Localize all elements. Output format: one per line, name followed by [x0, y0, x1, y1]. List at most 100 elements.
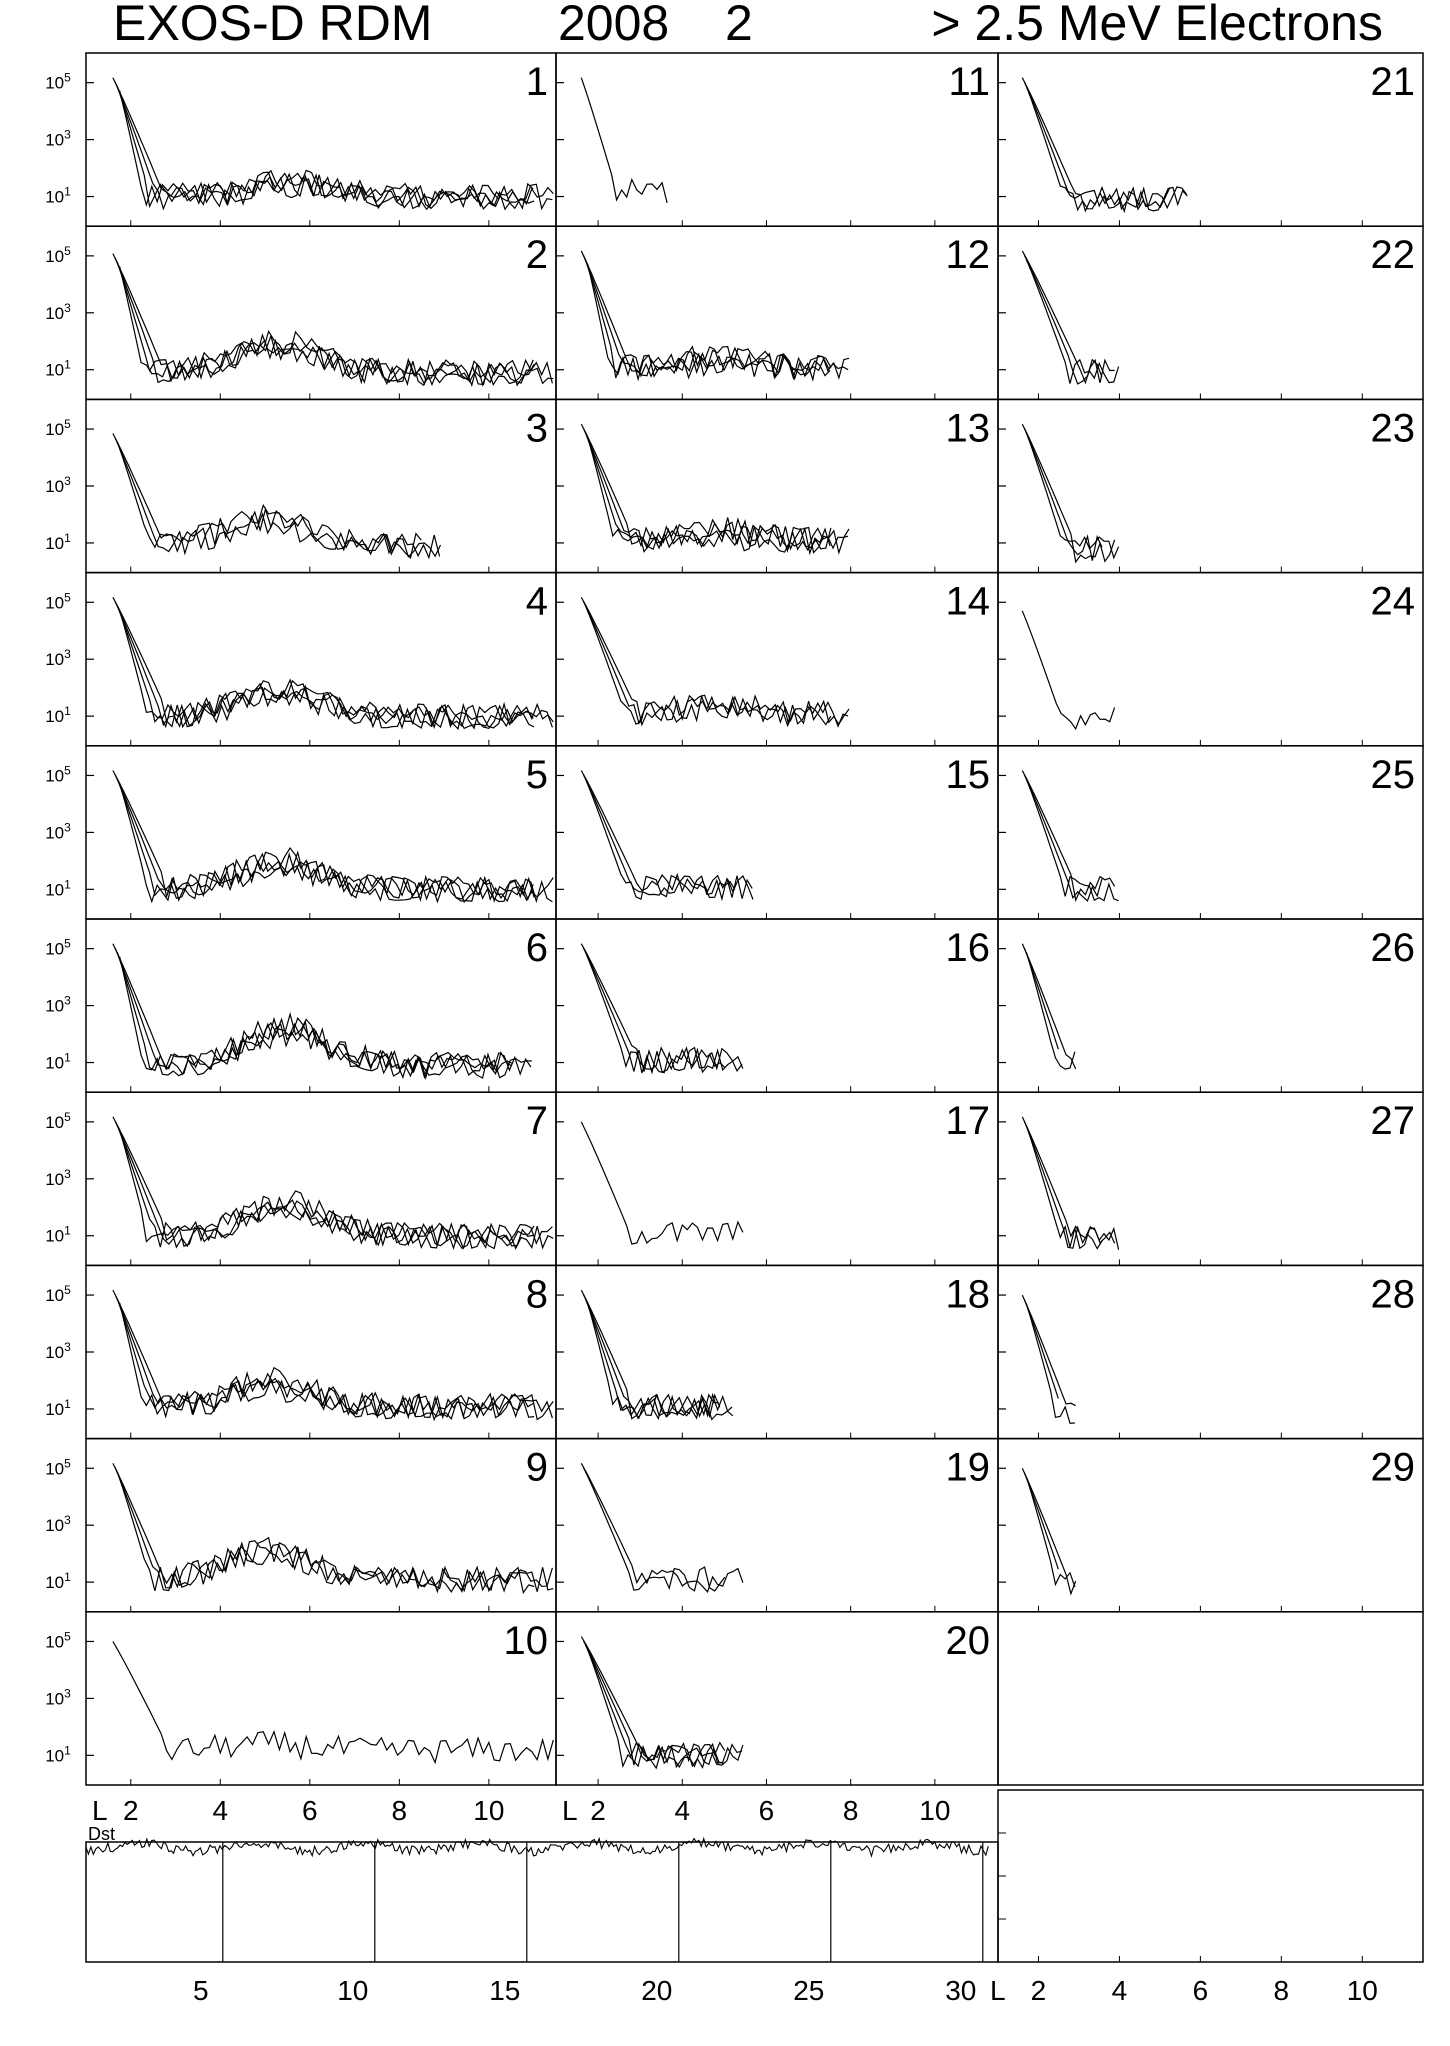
y-tick-label: 101: [45, 1224, 71, 1246]
day-panel-7: 105 103 101 7: [45, 1091, 557, 1267]
orbit-spectrum-line: [119, 1302, 534, 1419]
day-number: 13: [946, 406, 991, 450]
y-tick-label: 105: [45, 1456, 71, 1478]
orbit-spectrum-line: [587, 263, 831, 382]
orbit-spectrum-line: [587, 1649, 725, 1769]
day-panel-5: 105 103 101 5: [45, 745, 557, 920]
l-tick-label: 10: [1347, 1975, 1378, 2006]
y-tick-label: 101: [45, 1570, 71, 1592]
day-number: 2: [526, 233, 548, 277]
title-year: 2008: [558, 0, 669, 51]
l-tick-label: 6: [302, 1795, 318, 1826]
panel-frame: [555, 571, 999, 747]
day-number: 21: [1371, 60, 1416, 104]
day-number: 18: [946, 1272, 991, 1316]
y-tick-label: 105: [45, 1283, 71, 1305]
y-tick-label: 101: [45, 531, 71, 553]
orbit-spectrum-line: [112, 253, 554, 386]
day-panel-24: 24: [997, 571, 1424, 747]
y-tick-label: 105: [45, 763, 71, 785]
orbit-spectrum-line: [584, 1298, 733, 1421]
orbit-spectrum-line: [112, 770, 554, 903]
panel-frame: [555, 52, 999, 227]
empty-right-panel: L 2 4 6 8 10: [990, 1789, 1424, 2006]
dst-tick-label: 20: [641, 1975, 672, 2006]
day-number: 14: [946, 580, 991, 624]
day-panel-28: 28: [997, 1264, 1424, 1440]
orbit-spectrum-line: [580, 77, 668, 204]
orbit-spectrum-line: [1025, 1303, 1075, 1424]
panel-frame: [997, 1611, 1424, 1786]
day-panel-27: 27: [997, 1091, 1424, 1267]
dst-tick-label: 30: [945, 1975, 976, 2006]
orbit-spectrum-line: [112, 1641, 554, 1765]
orbit-spectrum-line: [1021, 770, 1116, 903]
panel-frame: [997, 225, 1424, 401]
day-number: 6: [526, 926, 548, 970]
orbit-spectrum-line: [114, 437, 422, 559]
orbit-spectrum-line: [587, 436, 831, 556]
orbit-spectrum-line: [1021, 943, 1077, 1070]
title-channel: > 2.5 MeV Electrons: [931, 0, 1383, 51]
day-number: 23: [1371, 406, 1416, 450]
orbit-spectrum-line: [582, 1640, 726, 1769]
day-panel-12: 12: [555, 225, 999, 401]
orbit-spectrum-line: [116, 1298, 553, 1422]
y-tick-label: 103: [45, 474, 71, 496]
orbit-spectrum-line: [582, 947, 726, 1074]
day-number: 28: [1371, 1272, 1416, 1316]
y-tick-label: 101: [45, 1051, 71, 1073]
orbit-spectrum-line: [112, 1463, 554, 1594]
panel-frame: [555, 1264, 999, 1440]
day-number: 24: [1371, 580, 1416, 624]
day-number: 20: [946, 1619, 991, 1663]
y-tick-label: 101: [45, 358, 71, 380]
day-panel-29: 29: [997, 1437, 1424, 1613]
orbit-spectrum-line: [114, 774, 535, 904]
day-number: 19: [946, 1446, 991, 1490]
day-number: 12: [946, 233, 991, 277]
l-tick-label: 2: [1031, 1975, 1047, 2006]
l-tick-label: 6: [759, 1795, 775, 1826]
y-tick-label: 101: [45, 704, 71, 726]
orbit-spectrum-line: [584, 259, 849, 382]
y-tick-label: 103: [45, 1686, 71, 1708]
y-tick-label: 103: [45, 994, 71, 1016]
day-panel-13: 13: [555, 398, 999, 574]
orbit-spectrum-line: [116, 952, 532, 1079]
day-panel-4: 105 103 101 4: [45, 571, 557, 747]
y-tick-label: 105: [45, 937, 71, 959]
orbit-spectrum-line: [114, 1467, 535, 1595]
l-tick-label: 4: [1112, 1975, 1128, 2006]
orbit-spectrum-line: [582, 774, 736, 899]
panel-frame: [85, 1091, 557, 1267]
orbit-spectrum-line: [116, 1125, 553, 1249]
orbit-spectrum-line: [112, 597, 554, 729]
y-tick-label: 105: [45, 417, 71, 439]
y-tick-label: 101: [45, 1743, 71, 1765]
day-panel-15: 15: [555, 745, 999, 920]
y-tick-label: 105: [45, 1629, 71, 1651]
y-tick-label: 101: [45, 185, 71, 207]
orbit-spectrum-line: [1021, 250, 1115, 385]
day-panel-9: 105 103 101 9: [45, 1437, 557, 1613]
y-tick-label: 105: [45, 590, 71, 612]
panel-frame: [997, 52, 1424, 227]
day-panel-19: 19: [555, 1437, 999, 1613]
orbit-spectrum-line: [112, 1116, 554, 1250]
y-tick-label: 101: [45, 877, 71, 899]
orbit-spectrum-line: [1021, 1294, 1076, 1407]
y-tick-label: 105: [45, 71, 71, 93]
l-tick-label: 4: [674, 1795, 690, 1826]
panel-frame: [555, 1437, 999, 1613]
orbit-spectrum-line: [1023, 81, 1171, 212]
orbit-spectrum-line: [1025, 1476, 1076, 1588]
dst-label: Dst: [88, 1824, 115, 1844]
orbit-spectrum-line: [1025, 952, 1076, 1070]
orbit-spectrum-line: [582, 1467, 726, 1592]
orbit-spectrum-line: [119, 956, 513, 1081]
day-panel-2: 105 103 101 2: [45, 225, 557, 401]
orbit-spectrum-line: [580, 1463, 744, 1593]
panel-frame: [997, 1789, 1424, 1963]
day-panel-16: 16: [555, 918, 999, 1093]
